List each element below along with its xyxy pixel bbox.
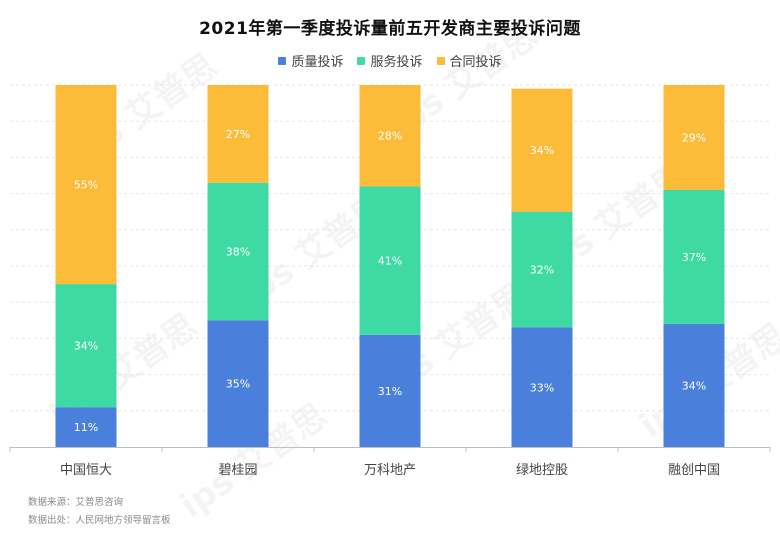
origin-note: 数据出处：人民网地方领导留言板: [28, 515, 171, 526]
bar-segment: [359, 186, 421, 335]
bar-segment: [55, 407, 117, 447]
data-label: 55%: [74, 179, 98, 192]
bar-segment: [55, 85, 117, 285]
bar-segment: [359, 85, 421, 187]
bar-segment: [359, 334, 421, 447]
data-label: 32%: [530, 264, 554, 277]
data-label: 41%: [378, 255, 402, 268]
data-label: 27%: [226, 128, 250, 141]
data-label: 35%: [226, 378, 250, 391]
x-tick-label: 中国恒大: [60, 463, 112, 478]
data-label: 11%: [74, 421, 98, 434]
x-tick-label: 融创中国: [668, 463, 720, 478]
bar-segment: [511, 88, 573, 212]
bar-segment: [663, 85, 725, 190]
legend-swatch-service: [357, 56, 366, 65]
legend-label-service: 服务投诉: [370, 55, 423, 70]
bar-segment: [207, 182, 269, 321]
data-label: 29%: [682, 131, 706, 144]
source-note: 数据来源：艾普思咨询: [28, 497, 124, 508]
legend-swatch-quality: [278, 56, 287, 65]
bar-segment: [663, 189, 725, 324]
data-label: 34%: [74, 340, 98, 353]
bar-segment: [207, 85, 269, 183]
chart-title: 2021年第一季度投诉量前五开发商主要投诉问题: [199, 19, 581, 39]
bar-segment: [511, 211, 573, 328]
x-tick-label: 万科地产: [364, 463, 416, 478]
bar-segment: [55, 284, 117, 408]
data-label: 33%: [530, 381, 554, 394]
x-tick-label: 绿地控股: [516, 463, 568, 478]
data-label: 31%: [378, 385, 402, 398]
data-label: 37%: [682, 251, 706, 264]
data-label: 38%: [226, 246, 250, 259]
bar-segment: [207, 320, 269, 447]
legend-swatch-contract: [436, 56, 445, 65]
legend-label-contract: 合同投诉: [449, 55, 502, 70]
data-label: 34%: [682, 379, 706, 392]
bar-segment: [511, 327, 573, 447]
bar-segment: [663, 323, 725, 447]
data-label: 34%: [530, 144, 554, 157]
legend-label-quality: 质量投诉: [291, 55, 344, 70]
chart-legend: 质量投诉 服务投诉 合同投诉: [0, 51, 780, 70]
data-label: 28%: [378, 130, 402, 143]
legend-item-contract: 合同投诉: [436, 51, 502, 70]
x-tick-label: 碧桂园: [218, 463, 257, 478]
legend-item-quality: 质量投诉: [278, 51, 343, 70]
legend-item-service: 服务投诉: [357, 51, 423, 70]
